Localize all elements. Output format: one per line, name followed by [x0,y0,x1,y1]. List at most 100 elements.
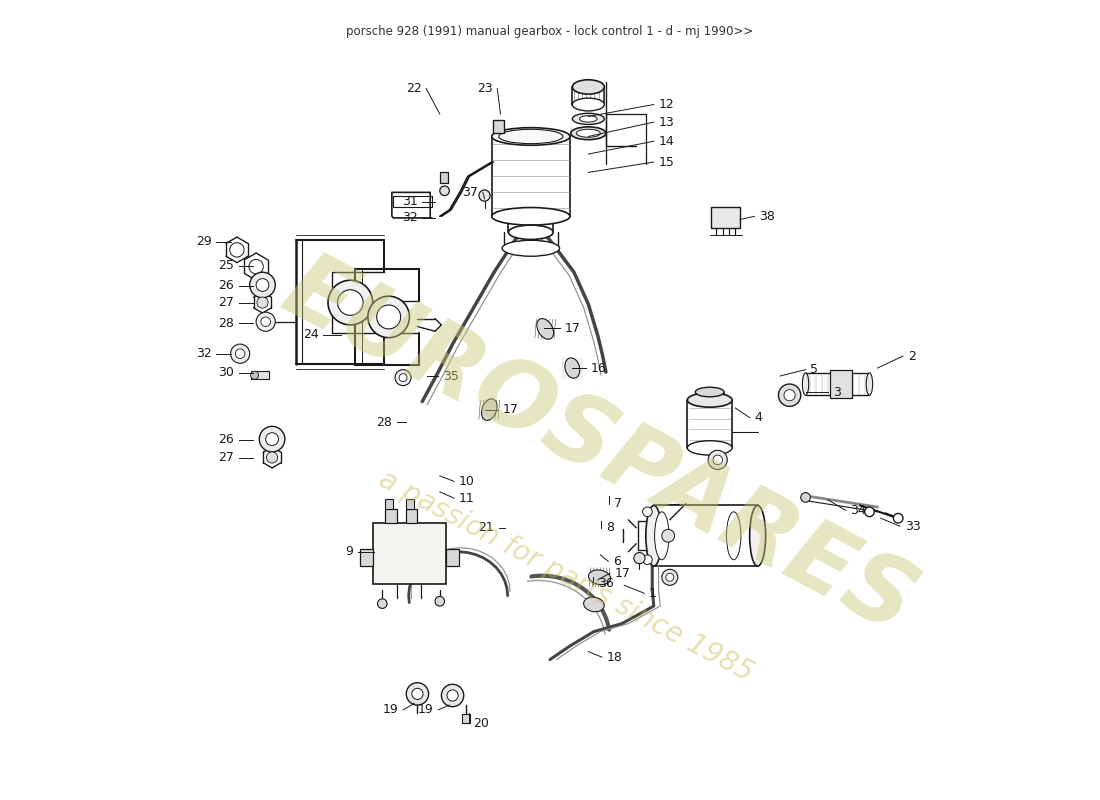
Circle shape [713,455,723,465]
Ellipse shape [508,225,553,239]
Text: 9: 9 [345,546,353,558]
Circle shape [257,297,268,308]
Ellipse shape [537,318,553,339]
Text: 17: 17 [564,322,581,334]
Bar [373,523,447,584]
Text: 6: 6 [613,555,621,568]
Text: 26: 26 [218,279,233,292]
Circle shape [779,384,801,406]
Text: 33: 33 [904,520,921,533]
Circle shape [865,507,874,517]
Text: 31: 31 [402,195,417,209]
Circle shape [328,280,373,325]
Circle shape [260,426,285,452]
Circle shape [411,688,424,699]
Text: 28: 28 [218,317,233,330]
Circle shape [662,570,678,586]
Text: 23: 23 [476,82,493,95]
Circle shape [447,690,459,701]
Text: 36: 36 [598,577,614,590]
Circle shape [642,507,652,517]
Circle shape [893,514,903,523]
Bar [829,370,851,398]
Text: 11: 11 [459,492,475,505]
Circle shape [256,312,275,331]
Bar [406,509,417,523]
Text: 14: 14 [659,134,674,148]
Bar [385,499,394,509]
Text: 1: 1 [649,586,657,600]
Text: 5: 5 [811,363,818,376]
Circle shape [235,349,245,358]
Circle shape [395,370,411,386]
Text: 38: 38 [759,210,775,223]
Text: 35: 35 [443,370,459,382]
Circle shape [406,682,429,705]
Ellipse shape [576,130,601,138]
Text: 18: 18 [607,650,623,664]
Text: 27: 27 [218,451,233,464]
Ellipse shape [571,127,606,140]
Circle shape [708,450,727,470]
Circle shape [256,278,268,291]
Ellipse shape [502,240,560,256]
Text: 10: 10 [459,475,475,488]
Ellipse shape [866,373,872,395]
Ellipse shape [572,80,604,94]
Text: 32: 32 [402,211,417,225]
Ellipse shape [584,597,604,612]
Circle shape [801,493,811,502]
Ellipse shape [565,358,580,378]
Ellipse shape [588,570,610,585]
Circle shape [251,371,258,379]
Text: 24: 24 [302,328,318,341]
Ellipse shape [572,114,604,125]
Circle shape [441,684,464,706]
Text: 3: 3 [833,386,840,398]
Text: 7: 7 [614,498,622,510]
Ellipse shape [802,373,808,395]
Text: 15: 15 [659,155,674,169]
Ellipse shape [688,393,733,407]
Text: 19: 19 [418,703,433,716]
Text: 2: 2 [908,350,915,362]
Bar [447,549,459,566]
Bar [462,714,470,723]
Text: EUROSPARES: EUROSPARES [266,242,930,653]
Circle shape [376,305,400,329]
Ellipse shape [492,128,570,146]
Circle shape [478,190,491,201]
Bar [440,171,448,182]
Text: 19: 19 [383,703,398,716]
Text: 27: 27 [218,296,233,309]
Ellipse shape [726,512,741,560]
Text: 4: 4 [755,411,762,424]
Text: 34: 34 [850,504,866,517]
Text: 37: 37 [462,186,478,199]
Circle shape [377,599,387,609]
Text: 32: 32 [196,347,211,360]
Text: 17: 17 [503,403,519,416]
Ellipse shape [580,116,597,122]
Text: 13: 13 [659,115,674,129]
Bar [493,121,504,134]
Ellipse shape [750,506,766,566]
Circle shape [399,374,407,382]
Circle shape [634,553,645,564]
Ellipse shape [572,98,604,111]
Text: 28: 28 [376,416,392,429]
Text: 25: 25 [218,259,233,272]
Text: a passion for parts since 1985: a passion for parts since 1985 [374,465,758,686]
Circle shape [266,452,277,463]
Circle shape [434,597,444,606]
Text: 29: 29 [196,235,211,248]
Circle shape [266,433,278,446]
Text: 8: 8 [606,522,614,534]
Ellipse shape [654,512,669,560]
Circle shape [662,530,674,542]
Ellipse shape [646,506,662,566]
Circle shape [338,290,363,315]
Ellipse shape [688,441,733,455]
Text: 26: 26 [218,434,233,446]
Text: 20: 20 [473,717,490,730]
